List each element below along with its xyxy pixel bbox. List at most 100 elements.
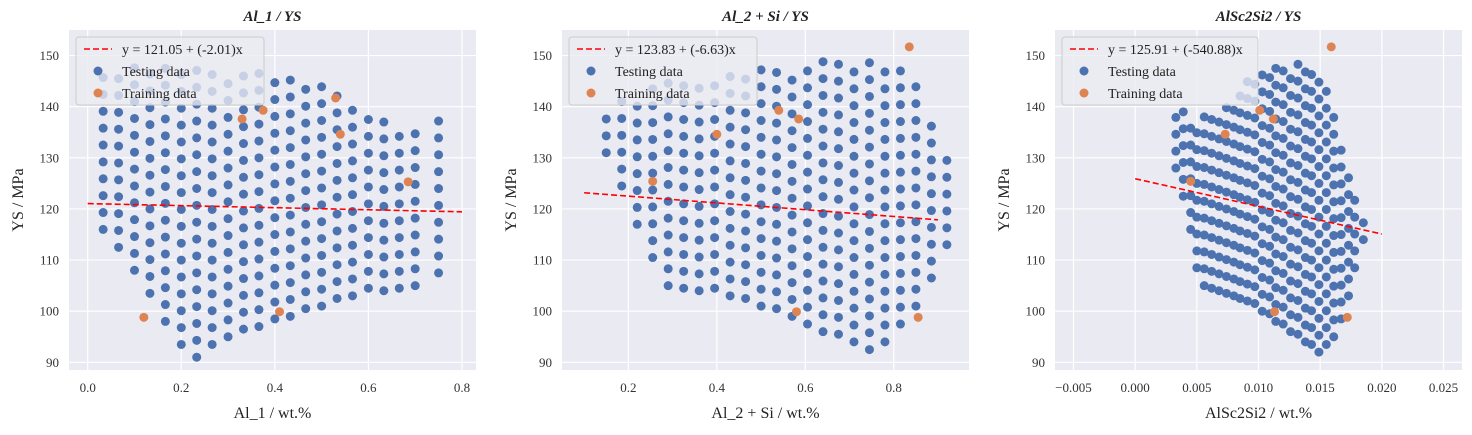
- testing-point: [741, 209, 751, 219]
- testing-point: [741, 260, 751, 270]
- testing-point: [663, 196, 673, 206]
- fit-line: [1134, 177, 1383, 235]
- testing-point: [694, 201, 704, 211]
- testing-point: [285, 311, 295, 321]
- testing-point: [803, 66, 813, 76]
- testing-point: [363, 148, 373, 158]
- testing-point: [1214, 286, 1224, 296]
- testing-point: [1329, 112, 1339, 122]
- testing-point: [238, 290, 248, 300]
- testing-point: [756, 82, 766, 92]
- testing-point: [818, 175, 828, 185]
- y-tick-label: 90: [1032, 355, 1045, 370]
- testing-point: [332, 175, 342, 185]
- testing-point: [1235, 175, 1245, 185]
- testing-point: [880, 269, 890, 279]
- testing-point: [301, 236, 311, 246]
- testing-point: [880, 202, 890, 212]
- testing-point: [1307, 323, 1317, 333]
- testing-point: [254, 271, 264, 281]
- testing-point: [238, 324, 248, 334]
- y-tick-label: 110: [40, 253, 59, 268]
- testing-point: [347, 105, 357, 115]
- testing-point: [1286, 225, 1296, 235]
- x-tick-label: 0.6: [360, 380, 377, 395]
- testing-point: [1271, 165, 1281, 175]
- testing-point: [379, 168, 389, 178]
- testing-point: [849, 286, 859, 296]
- testing-point: [679, 199, 689, 209]
- testing-point: [926, 155, 936, 165]
- testing-point: [285, 244, 295, 254]
- testing-point: [1293, 262, 1303, 272]
- testing-point: [864, 108, 874, 118]
- testing-point: [1235, 293, 1245, 303]
- testing-point: [648, 151, 658, 161]
- testing-point: [1257, 121, 1267, 131]
- training-point: [1186, 176, 1196, 186]
- training-point: [648, 176, 658, 186]
- testing-point: [663, 129, 673, 139]
- testing-point: [254, 119, 264, 129]
- testing-point: [1207, 182, 1217, 192]
- testing-point: [741, 192, 751, 202]
- y-tick-label: 100: [533, 304, 553, 319]
- testing-point: [176, 188, 186, 198]
- testing-point: [98, 174, 108, 184]
- testing-point: [1321, 323, 1331, 333]
- testing-point: [911, 82, 921, 92]
- testing-point: [1321, 188, 1331, 198]
- testing-point: [803, 83, 813, 93]
- testing-point: [1235, 142, 1245, 152]
- legend-testing-label: Testing data: [122, 65, 191, 80]
- testing-point: [1314, 347, 1324, 357]
- testing-point: [192, 251, 202, 261]
- testing-point: [1207, 165, 1217, 175]
- y-tick-label: 90: [539, 355, 552, 370]
- testing-point: [880, 337, 890, 347]
- testing-point: [1278, 117, 1288, 127]
- testing-point: [238, 172, 248, 182]
- testing-point: [679, 182, 689, 192]
- testing-point: [1321, 103, 1331, 113]
- testing-point: [223, 163, 233, 173]
- testing-point: [317, 166, 327, 176]
- testing-point: [1307, 204, 1317, 214]
- testing-point: [114, 209, 124, 219]
- y-tick-label: 130: [40, 150, 60, 165]
- testing-point: [1192, 229, 1202, 239]
- testing-point: [1336, 196, 1346, 206]
- testing-point: [1242, 110, 1252, 120]
- testing-point: [787, 244, 797, 254]
- testing-point: [1307, 188, 1317, 198]
- legend: y = 123.83 + (-6.63)x Testing data Trainin…: [568, 36, 758, 106]
- testing-point: [849, 219, 859, 229]
- testing-point: [942, 206, 952, 216]
- testing-point: [1235, 108, 1245, 118]
- testing-point: [160, 165, 170, 175]
- testing-point: [1278, 133, 1288, 143]
- legend-testing-swatch: [1079, 66, 1089, 76]
- testing-point: [160, 198, 170, 208]
- testing-point: [1336, 162, 1346, 172]
- training-point: [1270, 307, 1280, 317]
- testing-point: [1293, 161, 1303, 171]
- testing-point: [710, 283, 720, 293]
- testing-point: [176, 103, 186, 113]
- testing-point: [207, 255, 217, 265]
- testing-point: [317, 132, 327, 142]
- y-axis-label: YS / MPa: [503, 168, 520, 231]
- testing-point: [1358, 235, 1368, 245]
- testing-point: [725, 139, 735, 149]
- testing-point: [864, 243, 874, 253]
- testing-point: [1257, 222, 1267, 232]
- testing-point: [1344, 291, 1354, 301]
- testing-point: [617, 181, 627, 191]
- testing-point: [410, 163, 420, 173]
- testing-point: [849, 168, 859, 178]
- testing-point: [1278, 252, 1288, 262]
- legend-fit-label: y = 125.91 + (-540.88)x: [1108, 43, 1243, 58]
- testing-point: [270, 95, 280, 105]
- testing-point: [379, 185, 389, 195]
- testing-point: [911, 149, 921, 159]
